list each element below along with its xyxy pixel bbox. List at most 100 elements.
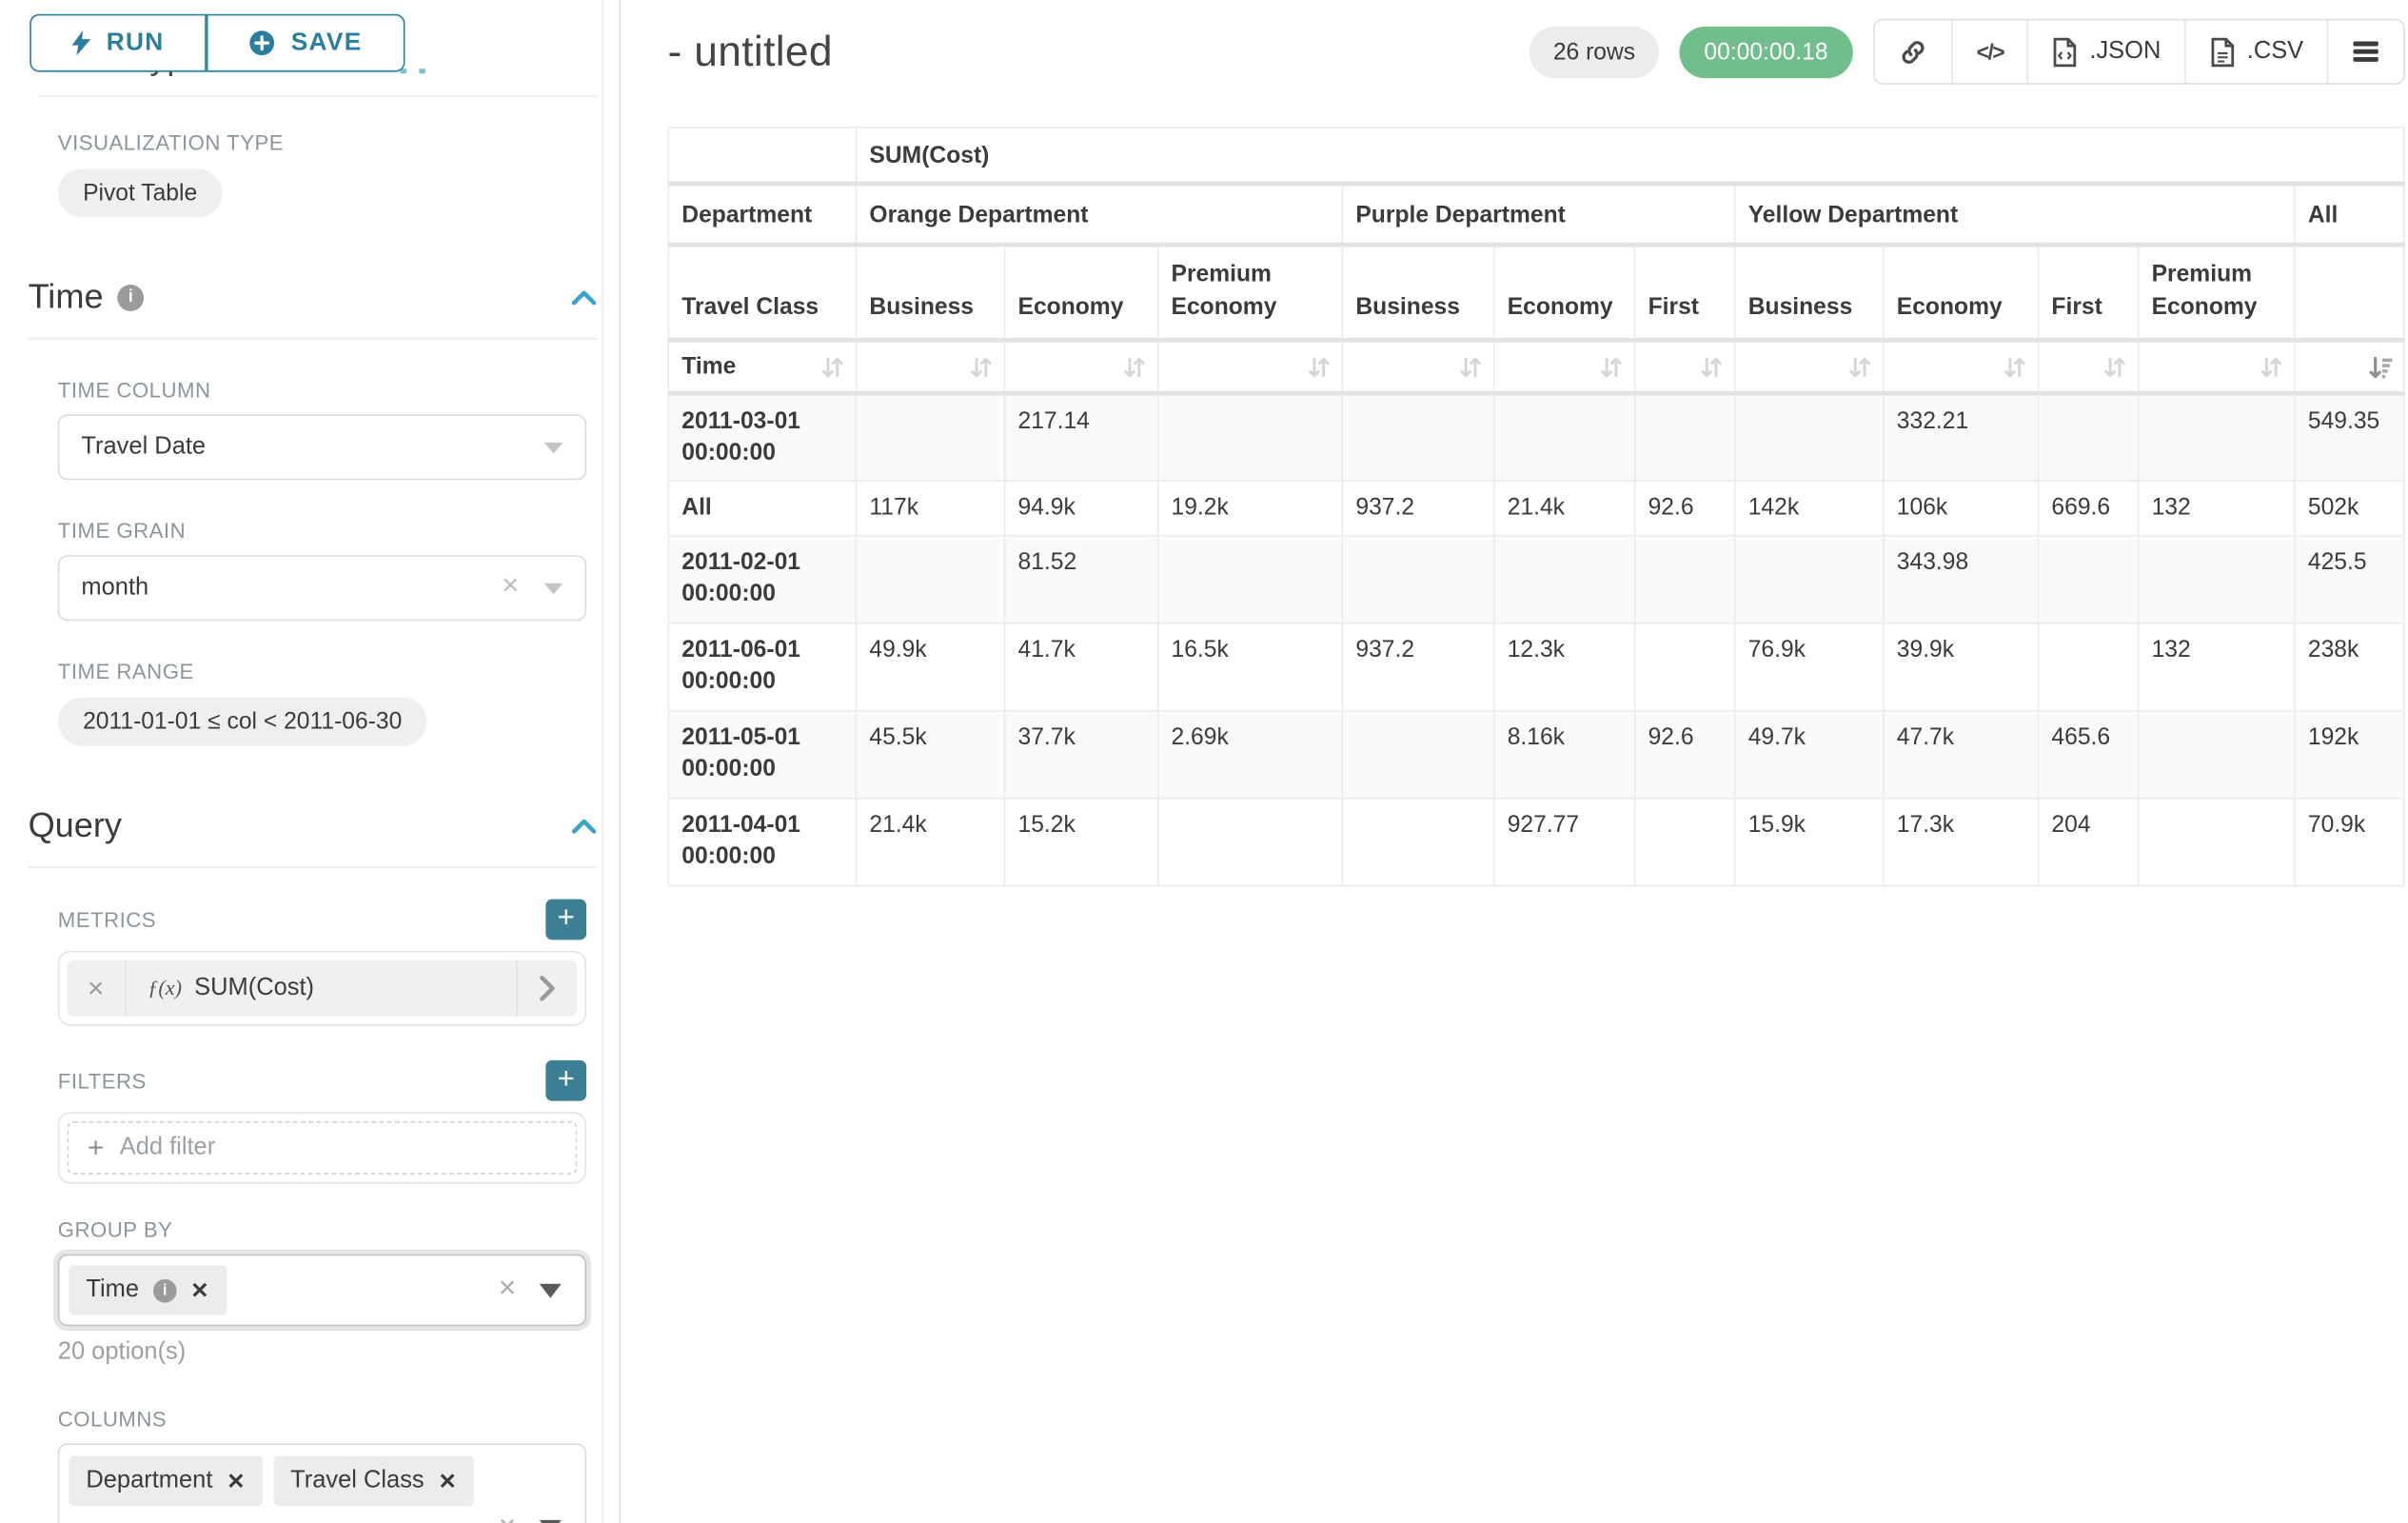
pivot-cell: 425.5 xyxy=(2294,534,2405,624)
visualization-type-value[interactable]: Pivot Table xyxy=(57,168,223,218)
file-csv-icon xyxy=(2209,36,2236,67)
pivot-cell: 17.3k xyxy=(1883,797,2040,887)
pivot-sort-header[interactable] xyxy=(2137,339,2296,396)
time-grain-select[interactable]: month × xyxy=(57,555,587,622)
pivot-sort-header[interactable] xyxy=(1883,339,2040,396)
pivot-cell: 45.5k xyxy=(855,709,1006,800)
pivot-cell xyxy=(855,392,1006,483)
columns-label: COLUMNS xyxy=(57,1407,168,1432)
code-icon: </> xyxy=(1976,39,2005,65)
pivot-cell xyxy=(2137,709,2296,800)
pivot-travel-class-label: Travel Class xyxy=(667,244,858,343)
pivot-sort-header[interactable] xyxy=(2037,339,2140,396)
pivot-department-label: Department xyxy=(667,183,858,247)
bolt-icon xyxy=(71,30,91,56)
group-by-select[interactable]: Time i ✕ × xyxy=(57,1254,587,1327)
menu-button[interactable] xyxy=(2326,20,2404,84)
chevron-up-icon[interactable] xyxy=(571,817,598,834)
pivot-cell xyxy=(1341,392,1495,483)
clear-icon[interactable]: × xyxy=(502,569,520,603)
pivot-row-label: 2011-04-01 00:00:00 xyxy=(667,797,858,887)
pivot-cell: 16.5k xyxy=(1156,622,1344,712)
remove-metric-icon[interactable]: × xyxy=(68,959,127,1017)
columns-tag-department[interactable]: Department ✕ xyxy=(69,1455,263,1507)
pivot-cell: 41.7k xyxy=(1003,622,1159,712)
pivot-cell: 332.21 xyxy=(1883,392,2040,483)
pivot-sort-header[interactable] xyxy=(2294,339,2405,396)
filters-label: FILTERS xyxy=(57,1068,147,1093)
time-range-value[interactable]: 2011-01-01 ≤ col < 2011-06-30 xyxy=(57,697,427,746)
metrics-control: × ƒ(x) SUM(Cost) xyxy=(57,950,587,1026)
pivot-class-header: First xyxy=(2037,244,2140,343)
query-section-header[interactable]: Query xyxy=(29,805,598,846)
pivot-sort-header[interactable] xyxy=(1003,339,1159,396)
plus-circle-icon xyxy=(248,30,275,56)
sort-icon xyxy=(1457,353,1484,380)
sort-icon xyxy=(1846,353,1873,380)
chart-title[interactable]: - untitled xyxy=(667,27,833,75)
export-json-button[interactable]: .JSON xyxy=(2026,20,2184,84)
columns-select[interactable]: Department ✕ Travel Class ✕ × xyxy=(57,1443,587,1523)
group-by-tag-time[interactable]: Time i ✕ xyxy=(69,1265,227,1315)
dropdown-caret-icon[interactable] xyxy=(539,1519,562,1523)
pivot-cell xyxy=(1633,534,1736,624)
time-section-title: Time xyxy=(28,276,104,316)
share-link-button[interactable] xyxy=(1875,20,1952,83)
pivot-cell: 81.52 xyxy=(1003,534,1159,624)
pivot-class-header: Premium Economy xyxy=(1156,244,1344,343)
pivot-cell xyxy=(1633,622,1736,712)
pivot-sort-header[interactable] xyxy=(1633,339,1736,396)
pivot-cell: 12.3k xyxy=(1492,622,1636,712)
remove-tag-icon[interactable]: ✕ xyxy=(438,1467,457,1493)
pivot-sort-header[interactable] xyxy=(1156,339,1344,396)
pivot-sort-header[interactable] xyxy=(1733,339,1885,396)
pivot-cell: 76.9k xyxy=(1733,622,1885,712)
pivot-row-label: 2011-03-01 00:00:00 xyxy=(667,392,858,483)
sort-icon xyxy=(819,353,846,380)
remove-tag-icon[interactable]: ✕ xyxy=(190,1276,209,1302)
pivot-sort-header[interactable] xyxy=(855,339,1006,396)
query-timer-badge: 00:00:00.18 xyxy=(1679,26,1853,78)
run-button[interactable]: RUN xyxy=(30,13,207,72)
pivot-group-header: Orange Department xyxy=(855,183,1344,247)
sidebar-header: Chart Type RUN SAVE xyxy=(0,0,620,97)
pivot-cell: 92.6 xyxy=(1633,709,1736,800)
add-filter-button[interactable]: + Add filter xyxy=(67,1120,578,1175)
table-row: 2011-05-01 00:00:00 45.5k 37.7k 2.69k 8.16k 92… xyxy=(667,709,2405,800)
chart-type-collapse-chevron-icon[interactable] xyxy=(400,69,425,74)
dropdown-caret-icon[interactable] xyxy=(539,1283,562,1298)
clear-icon[interactable]: × xyxy=(498,1272,517,1306)
pivot-cell: 465.6 xyxy=(2037,709,2140,800)
add-filter-plus-button[interactable]: + xyxy=(545,1059,587,1101)
metric-name: SUM(Cost) xyxy=(194,974,315,1001)
pivot-sort-header-time[interactable]: Time xyxy=(667,339,858,396)
file-json-icon xyxy=(2052,36,2079,67)
pivot-sort-header[interactable] xyxy=(1341,339,1495,396)
save-button[interactable]: SAVE xyxy=(206,13,405,72)
chevron-right-icon[interactable] xyxy=(516,959,577,1017)
pivot-cell xyxy=(1633,392,1736,483)
metric-chip[interactable]: × ƒ(x) SUM(Cost) xyxy=(67,959,578,1017)
export-csv-button[interactable]: .CSV xyxy=(2184,20,2327,84)
chevron-up-icon[interactable] xyxy=(571,288,598,306)
pivot-cell: 37.7k xyxy=(1003,709,1159,800)
pivot-table: SUM(Cost) Department Orange Department Purp… xyxy=(667,127,2405,887)
pivot-sort-header[interactable] xyxy=(1492,339,1636,396)
pivot-row-label: 2011-06-01 00:00:00 xyxy=(667,622,858,712)
pivot-cell xyxy=(2037,622,2140,712)
pivot-cell xyxy=(2137,797,2296,887)
columns-tag-travel-class[interactable]: Travel Class ✕ xyxy=(273,1455,474,1507)
pivot-cell xyxy=(855,534,1006,624)
clear-icon[interactable]: × xyxy=(499,1511,516,1523)
pivot-cell xyxy=(1733,392,1885,483)
section-divider xyxy=(28,866,598,868)
view-query-button[interactable]: </> xyxy=(1951,20,2026,84)
time-column-select[interactable]: Travel Date xyxy=(57,414,587,481)
table-row: 2011-03-01 00:00:00 217.14 332.21 549.35 xyxy=(667,392,2405,483)
add-metric-button[interactable]: + xyxy=(545,899,587,940)
control-panel-sidebar: Chart Type RUN SAVE VISUALIZATION TY xyxy=(0,0,622,1523)
pivot-cell: 343.98 xyxy=(1883,534,2040,624)
remove-tag-icon[interactable]: ✕ xyxy=(227,1467,246,1493)
time-section-header[interactable]: Time i xyxy=(29,277,598,318)
pivot-class-header: Business xyxy=(855,244,1006,343)
